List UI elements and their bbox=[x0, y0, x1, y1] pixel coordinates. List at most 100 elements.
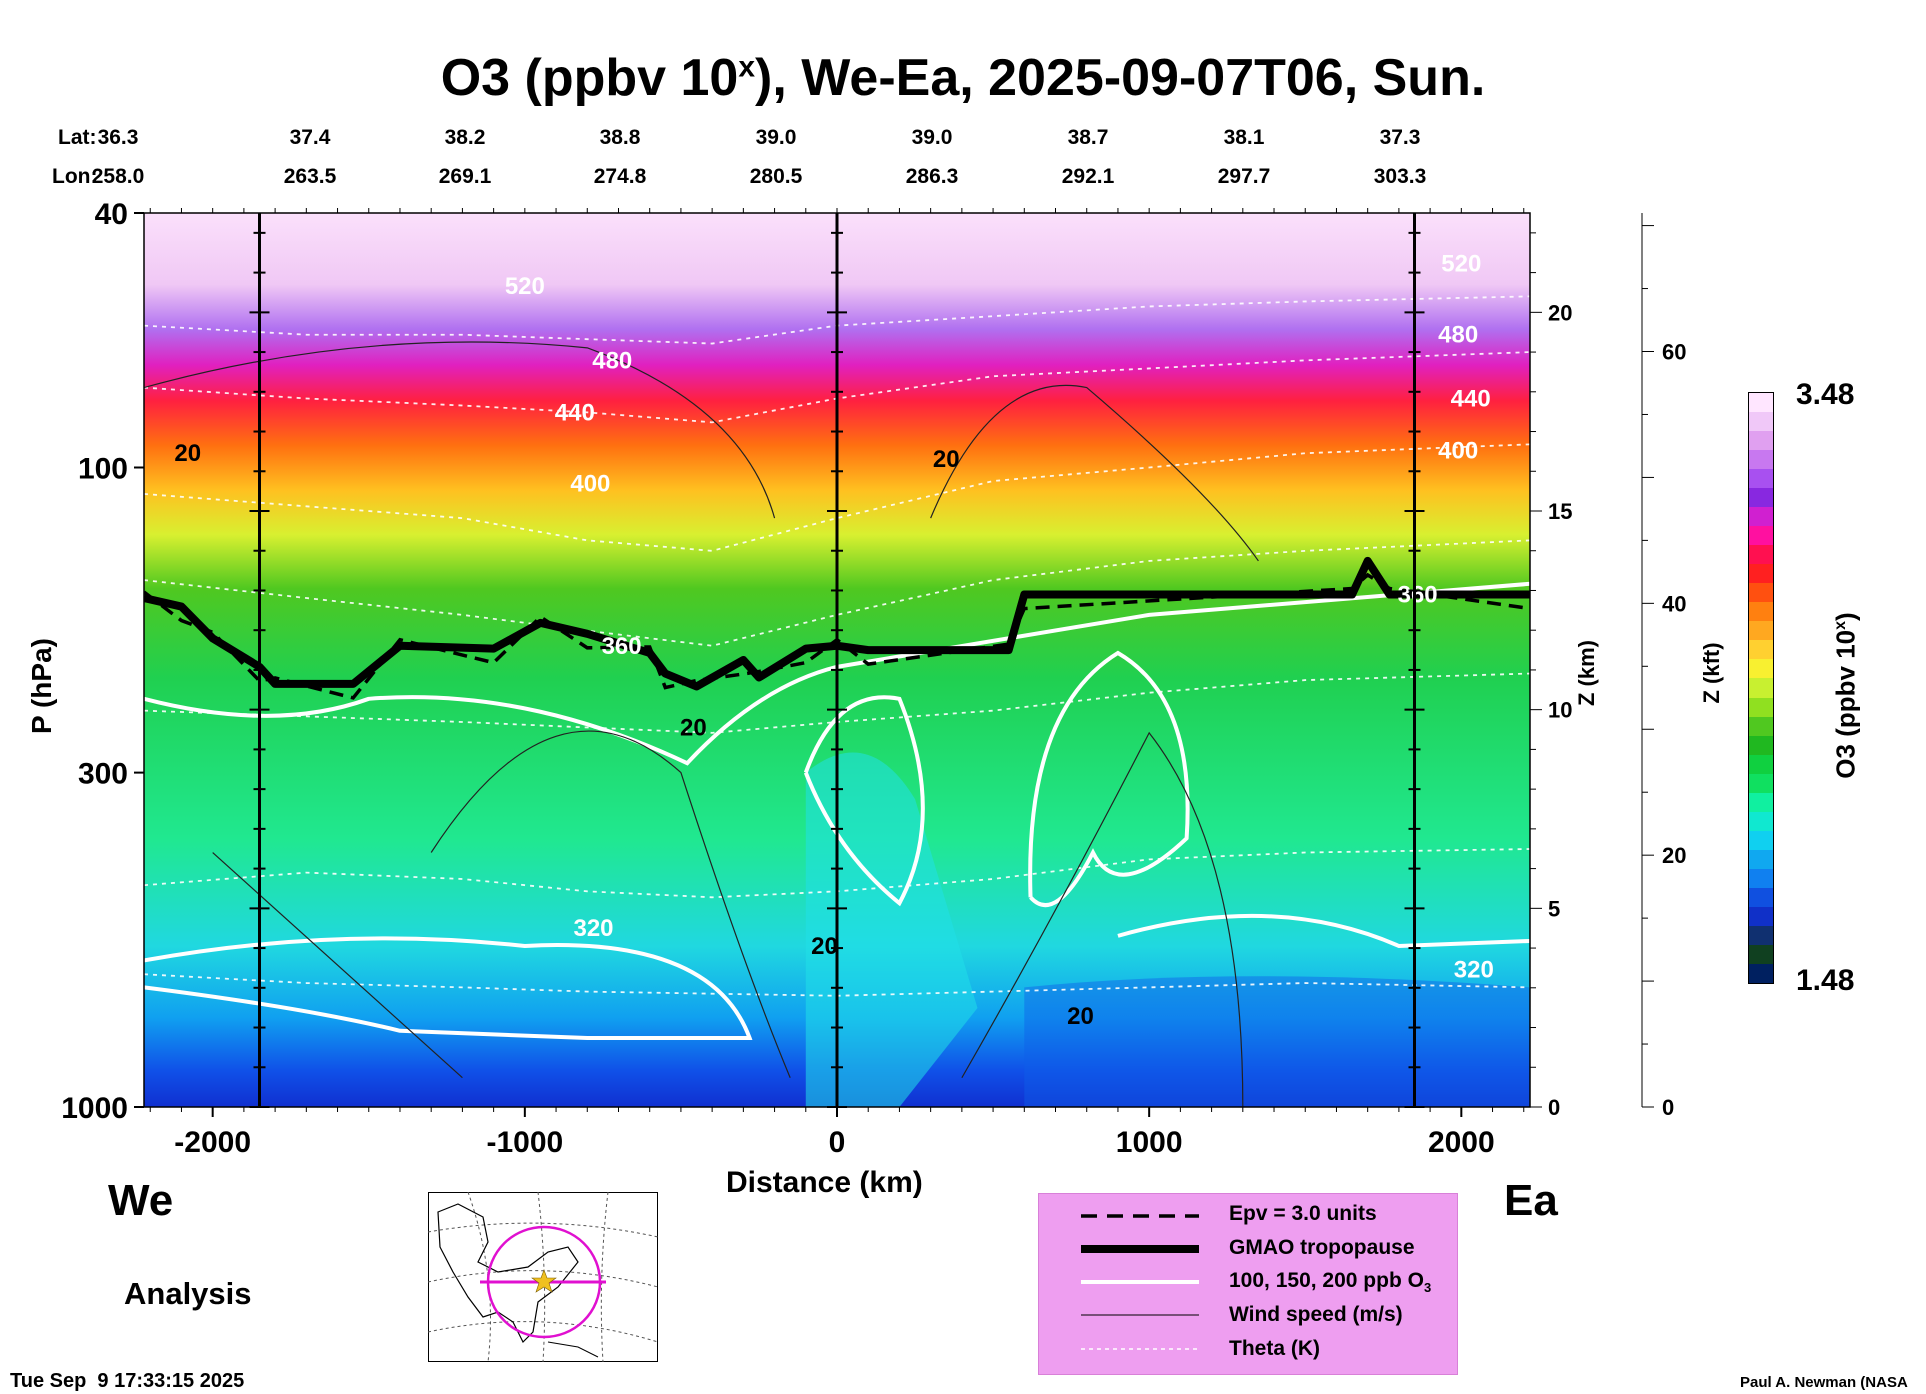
z-km-tick-label: 5 bbox=[1548, 896, 1560, 921]
theta-label: 520 bbox=[505, 273, 545, 300]
wind-speed-line bbox=[212, 852, 463, 1079]
map-center-star-icon bbox=[531, 1269, 557, 1293]
theta-label: 320 bbox=[573, 915, 613, 942]
lat-value: 38.1 bbox=[1223, 126, 1265, 149]
lon-value: 269.1 bbox=[438, 165, 492, 188]
colorbar-strip bbox=[1749, 393, 1773, 984]
z-km-tick-label: 15 bbox=[1548, 499, 1572, 524]
legend-label-epv: Epv = 3.0 units bbox=[1229, 1202, 1377, 1225]
colorbar-segment bbox=[1749, 773, 1773, 794]
colorbar-segment bbox=[1749, 678, 1773, 698]
colorbar-max-label: 3.48 bbox=[1796, 378, 1855, 411]
wind-speed-label: 20 bbox=[1067, 1003, 1094, 1030]
colorbar-segment bbox=[1749, 887, 1773, 908]
z-kft-tick-label: 60 bbox=[1662, 340, 1686, 365]
wind-speed-line bbox=[930, 384, 1259, 562]
colorbar-segment bbox=[1749, 583, 1773, 603]
lat-value: 39.0 bbox=[911, 126, 953, 149]
legend-swatch-epv bbox=[1081, 1214, 1199, 1218]
colorbar-title: O3 (ppbv 10x) bbox=[1830, 612, 1861, 779]
colorbar-segment bbox=[1749, 469, 1773, 489]
legend-swatch-tropopause bbox=[1081, 1245, 1199, 1253]
y-tick-label: 1000 bbox=[61, 1092, 128, 1125]
lon-value: 280.5 bbox=[749, 165, 803, 188]
lon-value: 297.7 bbox=[1217, 165, 1271, 188]
colorbar-segment bbox=[1749, 621, 1773, 641]
wind-speed-line bbox=[961, 731, 1244, 1107]
z-kft-tick-label: 40 bbox=[1662, 591, 1686, 616]
theta-line bbox=[144, 351, 1530, 424]
z-kft-tick-label: 20 bbox=[1662, 843, 1686, 868]
lat-row-label: Lat: bbox=[58, 126, 97, 149]
lon-value: 258.0 bbox=[91, 165, 145, 188]
timestamp: Tue Sep 9 17:33:15 2025 bbox=[10, 1370, 245, 1392]
colorbar-segment bbox=[1749, 697, 1773, 718]
ozone-boundary-layer bbox=[1024, 976, 1530, 1107]
legend-label-ozone-contour: 100, 150, 200 ppb O3 bbox=[1229, 1269, 1432, 1296]
theta-line bbox=[144, 973, 1530, 997]
z-km-axis-title: Z (km) bbox=[1574, 640, 1599, 706]
colorbar-segment bbox=[1749, 792, 1773, 813]
colorbar-segment bbox=[1749, 431, 1773, 451]
y-axis-title-wrap: P (hPa) bbox=[22, 638, 62, 734]
legend-label-wind: Wind speed (m/s) bbox=[1229, 1303, 1403, 1326]
colorbar-segment bbox=[1749, 754, 1773, 775]
y-tick-label: 300 bbox=[78, 758, 128, 791]
x-tick-label: -2000 bbox=[174, 1126, 251, 1159]
colorbar-segment bbox=[1749, 488, 1773, 508]
colorbar-segment bbox=[1749, 545, 1773, 565]
theta-label: 480 bbox=[1438, 322, 1478, 349]
colorbar-segment bbox=[1749, 507, 1773, 527]
map-coastline bbox=[437, 1203, 579, 1344]
analysis-label: Analysis bbox=[124, 1276, 252, 1311]
theta-label: 480 bbox=[592, 347, 632, 374]
colorbar-segment bbox=[1749, 925, 1773, 946]
ozone-low-patch bbox=[805, 752, 978, 1107]
colorbar-segment bbox=[1749, 716, 1773, 737]
z-kft-tick-label: 0 bbox=[1662, 1095, 1674, 1120]
lon-value: 292.1 bbox=[1061, 165, 1115, 188]
lon-row-label: Lon: bbox=[52, 165, 98, 188]
lat-value: 36.3 bbox=[97, 126, 139, 149]
y-tick-label: 40 bbox=[95, 198, 128, 231]
colorbar bbox=[1748, 392, 1774, 984]
map-islands bbox=[547, 1341, 599, 1358]
ozone-contour-line bbox=[144, 581, 1530, 766]
x-axis-title: Distance (km) bbox=[726, 1166, 923, 1199]
lon-value: 286.3 bbox=[905, 165, 959, 188]
colorbar-min-label: 1.48 bbox=[1796, 964, 1855, 997]
theta-line bbox=[144, 295, 1530, 345]
z-km-tick-label: 10 bbox=[1548, 698, 1572, 723]
theta-line bbox=[144, 672, 1530, 734]
lat-value: 37.3 bbox=[1379, 126, 1421, 149]
lon-value: 274.8 bbox=[593, 165, 647, 188]
x-tick-label: 1000 bbox=[1116, 1126, 1183, 1159]
west-label: We bbox=[108, 1176, 174, 1225]
wind-speed-label: 20 bbox=[680, 714, 707, 741]
lat-value: 39.0 bbox=[755, 126, 797, 149]
y-tick-label: 100 bbox=[78, 452, 128, 485]
colorbar-segment bbox=[1749, 640, 1773, 660]
theta-label: 400 bbox=[1438, 437, 1478, 464]
ozone-contour-line bbox=[1117, 913, 1530, 948]
colorbar-segment bbox=[1749, 944, 1773, 965]
legend-label-theta: Theta (K) bbox=[1229, 1337, 1320, 1360]
credit: Paul A. Newman (NASA bbox=[1740, 1374, 1908, 1391]
ozone-contour-line bbox=[1028, 650, 1190, 908]
theta-label: 440 bbox=[1451, 385, 1491, 412]
legend-box: Epv = 3.0 units GMAO tropopause 100, 150… bbox=[1038, 1193, 1458, 1375]
colorbar-segment bbox=[1749, 526, 1773, 546]
colorbar-segment bbox=[1749, 602, 1773, 622]
z-kft-axis-title: Z (kft) bbox=[1699, 642, 1724, 704]
y-axis-title: P (hPa) bbox=[26, 638, 57, 734]
colorbar-segment bbox=[1749, 868, 1773, 889]
colorbar-segment bbox=[1749, 564, 1773, 584]
wind-speed-label: 20 bbox=[811, 933, 838, 960]
wind-speed-line bbox=[144, 341, 776, 519]
wind-speed-line bbox=[430, 730, 791, 1078]
east-label: Ea bbox=[1504, 1176, 1558, 1225]
colorbar-segment bbox=[1749, 450, 1773, 470]
colorbar-segment bbox=[1749, 963, 1773, 984]
ozone-contour-line bbox=[803, 695, 925, 907]
